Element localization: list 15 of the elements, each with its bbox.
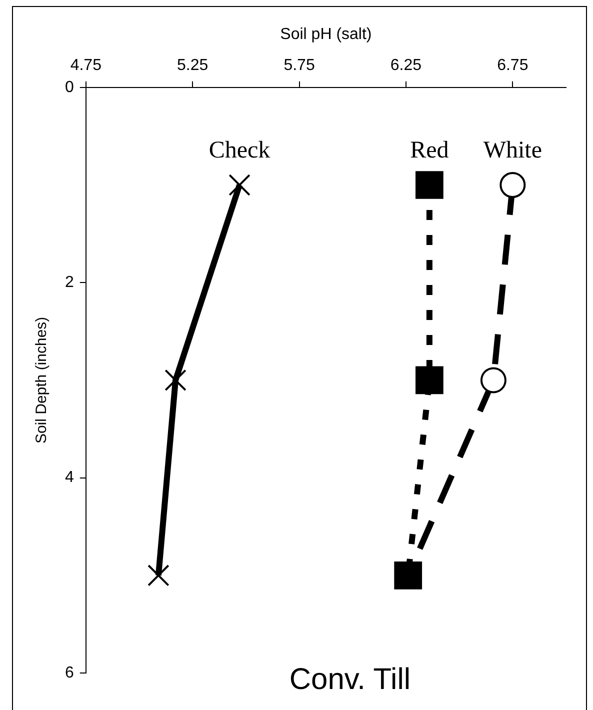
y-axis-title: Soil Depth (inches) <box>33 316 50 444</box>
y-tick-label: 2 <box>64 274 74 292</box>
x-tick-label: 4.75 <box>70 57 102 74</box>
series-label: White <box>483 137 542 164</box>
text: Conv. Till <box>289 663 411 696</box>
x-tick-label: 5.75 <box>284 57 315 74</box>
y-tick-label: 6 <box>64 664 74 682</box>
y-tick-label: 0 <box>64 78 74 96</box>
series-label: Check <box>208 137 270 164</box>
series-label: Red <box>410 137 449 164</box>
x-tick-label: 6.25 <box>390 57 422 74</box>
y-tick-label: 4 <box>64 469 74 486</box>
x-tick-label: 6.75 <box>497 57 528 74</box>
x-tick-label: 5.25 <box>177 57 208 74</box>
x-axis-title: Soil pH (salt) <box>280 26 372 44</box>
